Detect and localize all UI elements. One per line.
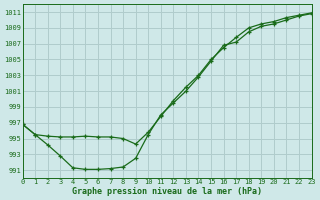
X-axis label: Graphe pression niveau de la mer (hPa): Graphe pression niveau de la mer (hPa): [72, 187, 262, 196]
